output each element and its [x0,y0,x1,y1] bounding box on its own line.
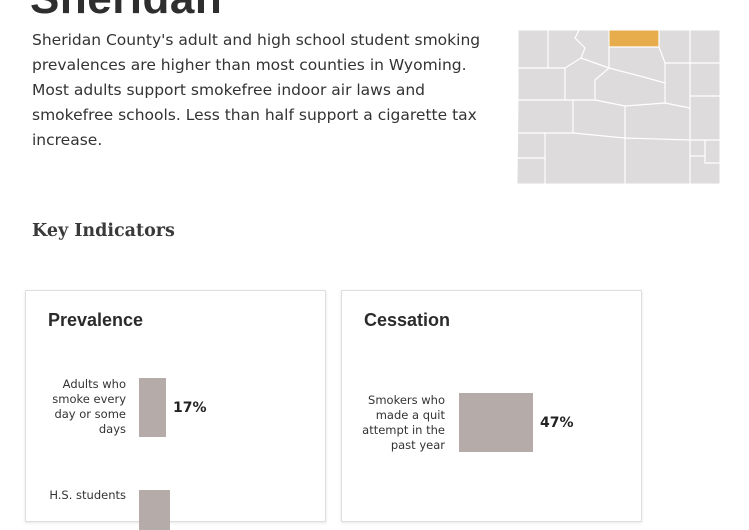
adult-smoking-label: Adults who smoke every day or some days [52,377,126,436]
key-indicators-heading: Key Indicators [32,221,175,241]
quit-attempt-label: Smokers who made a quit attempt in the p… [362,393,445,452]
sheridan-county-highlight [608,29,660,48]
county-title: Sheridan [30,0,222,24]
quit-attempt-bar [459,393,533,452]
wyoming-county-map [516,29,721,185]
state-outline [516,29,721,185]
adult-smoking-value: 17% [173,400,207,416]
cessation-card-title: Cessation [364,310,451,330]
adult-smoking-bar [139,378,166,437]
hs-smoking-label: H.S. students [49,488,126,502]
quit-attempt-value: 47% [540,415,574,431]
hs-smoking-bar [139,490,170,530]
prevalence-card-title: Prevalence [48,310,144,330]
cessation-card: Cessation Smokers who made a quit attemp… [341,290,642,522]
prevalence-card: Prevalence Adults who smoke every day or… [25,290,326,530]
county-summary: Sheridan County's adult and high school … [32,28,482,153]
county-borders [518,29,720,184]
summary-text: Sheridan County's adult and high school … [32,31,481,149]
